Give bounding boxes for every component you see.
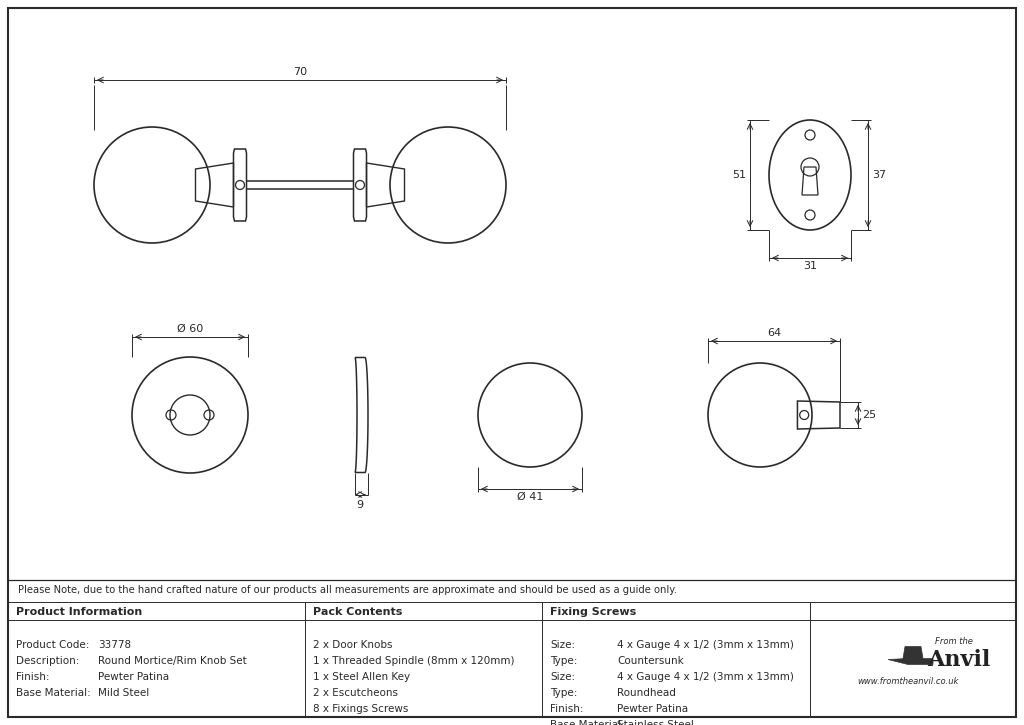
Text: 31: 31 [803,261,817,271]
Text: Pewter Patina: Pewter Patina [617,704,688,714]
Polygon shape [888,647,933,665]
Text: Type:: Type: [550,656,578,666]
Text: Finish:: Finish: [550,704,584,714]
Text: From the: From the [935,637,973,647]
Text: 33778: 33778 [98,640,131,650]
Text: Product Information: Product Information [16,607,142,617]
Text: Size:: Size: [550,640,575,650]
Text: Type:: Type: [550,688,578,698]
Text: Pewter Patina: Pewter Patina [98,672,169,682]
Text: www.fromtheanvil.co.uk: www.fromtheanvil.co.uk [857,676,958,686]
Text: Please Note, due to the hand crafted nature of our products all measurements are: Please Note, due to the hand crafted nat… [18,585,677,595]
Text: Base Material:: Base Material: [16,688,91,698]
Text: 9: 9 [356,500,364,510]
Text: 1 x Steel Allen Key: 1 x Steel Allen Key [313,672,411,682]
Text: Anvil: Anvil [927,650,990,671]
Text: 8 x Fixings Screws: 8 x Fixings Screws [313,704,409,714]
Text: 64: 64 [767,328,781,338]
Text: 37: 37 [872,170,886,180]
Text: Description:: Description: [16,656,80,666]
Text: Mild Steel: Mild Steel [98,688,150,698]
Text: Round Mortice/Rim Knob Set: Round Mortice/Rim Knob Set [98,656,247,666]
Text: Ø 60: Ø 60 [177,324,203,334]
Text: Pack Contents: Pack Contents [313,607,402,617]
Text: Ø 41: Ø 41 [517,492,543,502]
Text: Base Material:: Base Material: [550,720,625,725]
Text: Roundhead: Roundhead [617,688,676,698]
Text: 2 x Escutcheons: 2 x Escutcheons [313,688,398,698]
Text: 2 x Door Knobs: 2 x Door Knobs [313,640,392,650]
Text: Size:: Size: [550,672,575,682]
Text: Finish:: Finish: [16,672,49,682]
Text: 51: 51 [732,170,746,180]
Text: 1 x Threaded Spindle (8mm x 120mm): 1 x Threaded Spindle (8mm x 120mm) [313,656,514,666]
Text: Countersunk: Countersunk [617,656,684,666]
Text: Stainless Steel: Stainless Steel [617,720,694,725]
Text: Product Code:: Product Code: [16,640,89,650]
Text: Fixing Screws: Fixing Screws [550,607,636,617]
Text: 4 x Gauge 4 x 1/2 (3mm x 13mm): 4 x Gauge 4 x 1/2 (3mm x 13mm) [617,672,794,682]
Text: 70: 70 [293,67,307,77]
Text: 25: 25 [862,410,877,420]
Text: 4 x Gauge 4 x 1/2 (3mm x 13mm): 4 x Gauge 4 x 1/2 (3mm x 13mm) [617,640,794,650]
